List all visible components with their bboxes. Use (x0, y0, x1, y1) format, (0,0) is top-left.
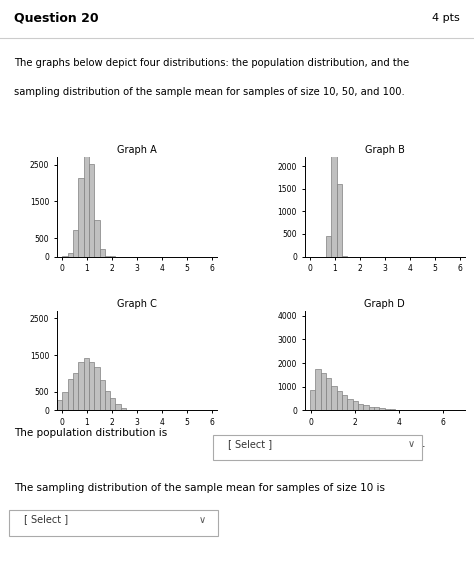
Bar (353, 401, 358, 410)
Bar (73, 373, 78, 410)
Bar (89, 164, 94, 256)
Bar (374, 407, 379, 410)
Bar (78, 178, 83, 256)
Title: Graph C: Graph C (117, 299, 157, 309)
Bar (67, 379, 73, 410)
Bar (320, 373, 326, 410)
Bar (100, 380, 105, 410)
Bar (94, 368, 100, 410)
Bar (315, 369, 320, 410)
Bar (57, 401, 62, 410)
Text: 4 pts: 4 pts (432, 13, 460, 23)
Text: Question 20: Question 20 (14, 12, 99, 25)
Bar (384, 409, 390, 410)
Bar (116, 404, 121, 410)
Text: The sampling distribution of the sample mean for samples of size 10 is: The sampling distribution of the sample … (14, 483, 385, 493)
Bar (326, 378, 331, 410)
Title: Graph B: Graph B (365, 145, 404, 155)
Bar (73, 230, 78, 256)
FancyBboxPatch shape (9, 510, 218, 536)
Text: [ Select ]: [ Select ] (24, 515, 68, 524)
Text: ∨: ∨ (408, 439, 415, 448)
Bar (110, 398, 116, 410)
Bar (121, 408, 126, 410)
Bar (100, 249, 105, 256)
Text: ∨: ∨ (199, 515, 206, 524)
Bar (326, 236, 331, 256)
Bar (342, 395, 347, 410)
Bar (347, 399, 353, 410)
Bar (331, 0, 337, 256)
FancyBboxPatch shape (213, 434, 422, 460)
Bar (62, 392, 67, 410)
Title: Graph A: Graph A (117, 145, 157, 155)
Bar (83, 136, 89, 256)
Bar (363, 405, 369, 410)
Bar (369, 407, 374, 410)
Bar (105, 391, 110, 410)
Bar (94, 220, 100, 256)
Text: .: . (422, 439, 426, 448)
Text: The population distribution is: The population distribution is (14, 428, 167, 438)
Bar (331, 386, 337, 410)
Bar (358, 404, 363, 410)
Title: Graph D: Graph D (364, 299, 405, 309)
Bar (89, 362, 94, 410)
Bar (310, 389, 315, 410)
Bar (337, 391, 342, 410)
Text: The graphs below depict four distributions: the population distribution, and the: The graphs below depict four distributio… (14, 57, 410, 67)
Bar (379, 409, 384, 410)
Text: sampling distribution of the sample mean for samples of size 10, 50, and 100.: sampling distribution of the sample mean… (14, 87, 405, 97)
Text: [ Select ]: [ Select ] (228, 439, 272, 448)
Bar (83, 357, 89, 410)
Bar (67, 253, 73, 256)
Bar (78, 362, 83, 410)
Bar (390, 409, 395, 410)
Bar (337, 184, 342, 256)
